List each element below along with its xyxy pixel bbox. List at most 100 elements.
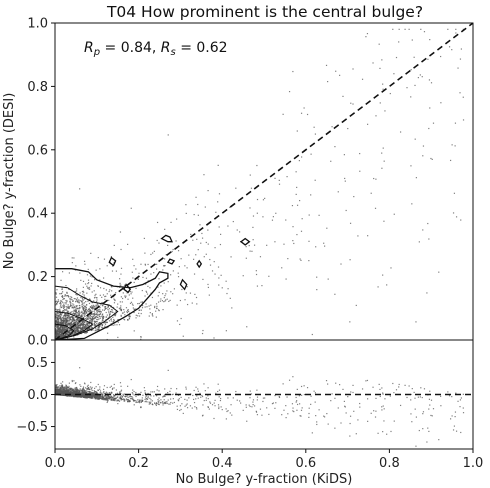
- residual-point: [67, 389, 69, 391]
- residual-point: [119, 397, 121, 399]
- scatter-point: [398, 28, 400, 30]
- residual-point: [67, 395, 69, 397]
- scatter-point: [60, 323, 62, 325]
- residual-point: [428, 430, 430, 433]
- scatter-point: [88, 312, 90, 314]
- residual-point: [78, 391, 81, 393]
- scatter-point: [59, 332, 61, 334]
- residual-point: [113, 383, 115, 386]
- residual-point: [423, 388, 426, 390]
- scatter-point: [99, 268, 101, 270]
- residual-point: [81, 390, 83, 392]
- scatter-point: [56, 319, 58, 321]
- scatter-point: [66, 308, 68, 310]
- scatter-point: [60, 320, 62, 322]
- scatter-point: [71, 323, 73, 325]
- scatter-point: [406, 87, 408, 89]
- scatter-point: [92, 306, 94, 308]
- scatter-point: [70, 324, 72, 326]
- scatter-point: [98, 325, 100, 327]
- scatter-point: [96, 314, 98, 316]
- scatter-point: [375, 115, 377, 117]
- residual-point: [149, 402, 151, 405]
- scatter-point: [92, 329, 94, 331]
- residual-point: [75, 392, 77, 394]
- residual-point: [131, 392, 133, 394]
- scatter-point: [70, 316, 72, 318]
- residual-point: [220, 397, 222, 400]
- scatter-point: [82, 321, 84, 323]
- scatter-point: [422, 145, 425, 147]
- scatter-point: [85, 327, 87, 329]
- scatter-point: [93, 320, 95, 322]
- residual-point: [91, 389, 93, 392]
- scatter-point: [95, 320, 98, 323]
- scatter-point: [73, 298, 75, 300]
- scatter-point: [145, 283, 147, 285]
- residual-point: [65, 388, 67, 391]
- scatter-point: [68, 329, 70, 331]
- residual-point: [135, 401, 137, 403]
- scatter-point: [146, 291, 148, 293]
- residual-point: [288, 379, 291, 381]
- residual-point: [93, 393, 95, 395]
- scatter-point: [94, 312, 96, 314]
- residual-point: [240, 402, 242, 404]
- scatter-point: [73, 307, 75, 309]
- residual-point: [61, 385, 63, 387]
- scatter-point: [127, 310, 130, 313]
- scatter-point: [101, 302, 103, 304]
- residual-point: [141, 397, 143, 399]
- scatter-point: [120, 315, 122, 317]
- residual-point: [91, 388, 93, 390]
- scatter-point: [65, 299, 67, 302]
- scatter-point: [288, 90, 291, 93]
- residual-point: [337, 407, 339, 409]
- residual-point: [68, 387, 70, 389]
- scatter-point: [121, 301, 123, 303]
- residual-point: [352, 384, 354, 386]
- scatter-point: [80, 329, 82, 332]
- x-tick-label: 1.0: [463, 456, 484, 471]
- scatter-point: [99, 294, 101, 296]
- scatter-point: [62, 305, 64, 307]
- scatter-point: [180, 317, 182, 320]
- scatter-point: [108, 290, 110, 293]
- residual-point: [197, 397, 199, 399]
- scatter-point: [82, 323, 85, 326]
- residual-point: [259, 408, 262, 410]
- scatter-point: [66, 306, 68, 308]
- scatter-point: [255, 270, 257, 272]
- scatter-point: [191, 302, 193, 304]
- residual-point: [86, 395, 88, 397]
- scatter-point: [85, 308, 87, 310]
- scatter-point: [126, 311, 128, 313]
- residual-point: [227, 410, 229, 412]
- scatter-point: [60, 325, 63, 327]
- scatter-point: [350, 102, 352, 104]
- residual-point: [399, 404, 402, 407]
- residual-point: [97, 397, 99, 399]
- scatter-point: [89, 311, 91, 313]
- scatter-point: [57, 325, 59, 327]
- scatter-point: [70, 303, 72, 305]
- scatter-point: [74, 312, 76, 315]
- scatter-point: [108, 308, 110, 310]
- scatter-point: [101, 319, 104, 321]
- residual-point: [245, 404, 247, 406]
- scatter-point: [109, 313, 111, 315]
- scatter-point: [80, 327, 83, 329]
- residual-point: [76, 396, 78, 398]
- scatter-point: [98, 309, 100, 311]
- scatter-point: [85, 309, 87, 312]
- scatter-point: [57, 327, 59, 330]
- residual-point: [162, 401, 164, 403]
- scatter-point: [128, 316, 131, 318]
- residual-point: [94, 394, 96, 396]
- residual-point: [73, 392, 75, 394]
- scatter-point: [76, 329, 79, 331]
- scatter-point: [81, 323, 83, 326]
- residual-point: [144, 401, 146, 403]
- scatter-point: [144, 263, 146, 265]
- scatter-point: [460, 219, 462, 221]
